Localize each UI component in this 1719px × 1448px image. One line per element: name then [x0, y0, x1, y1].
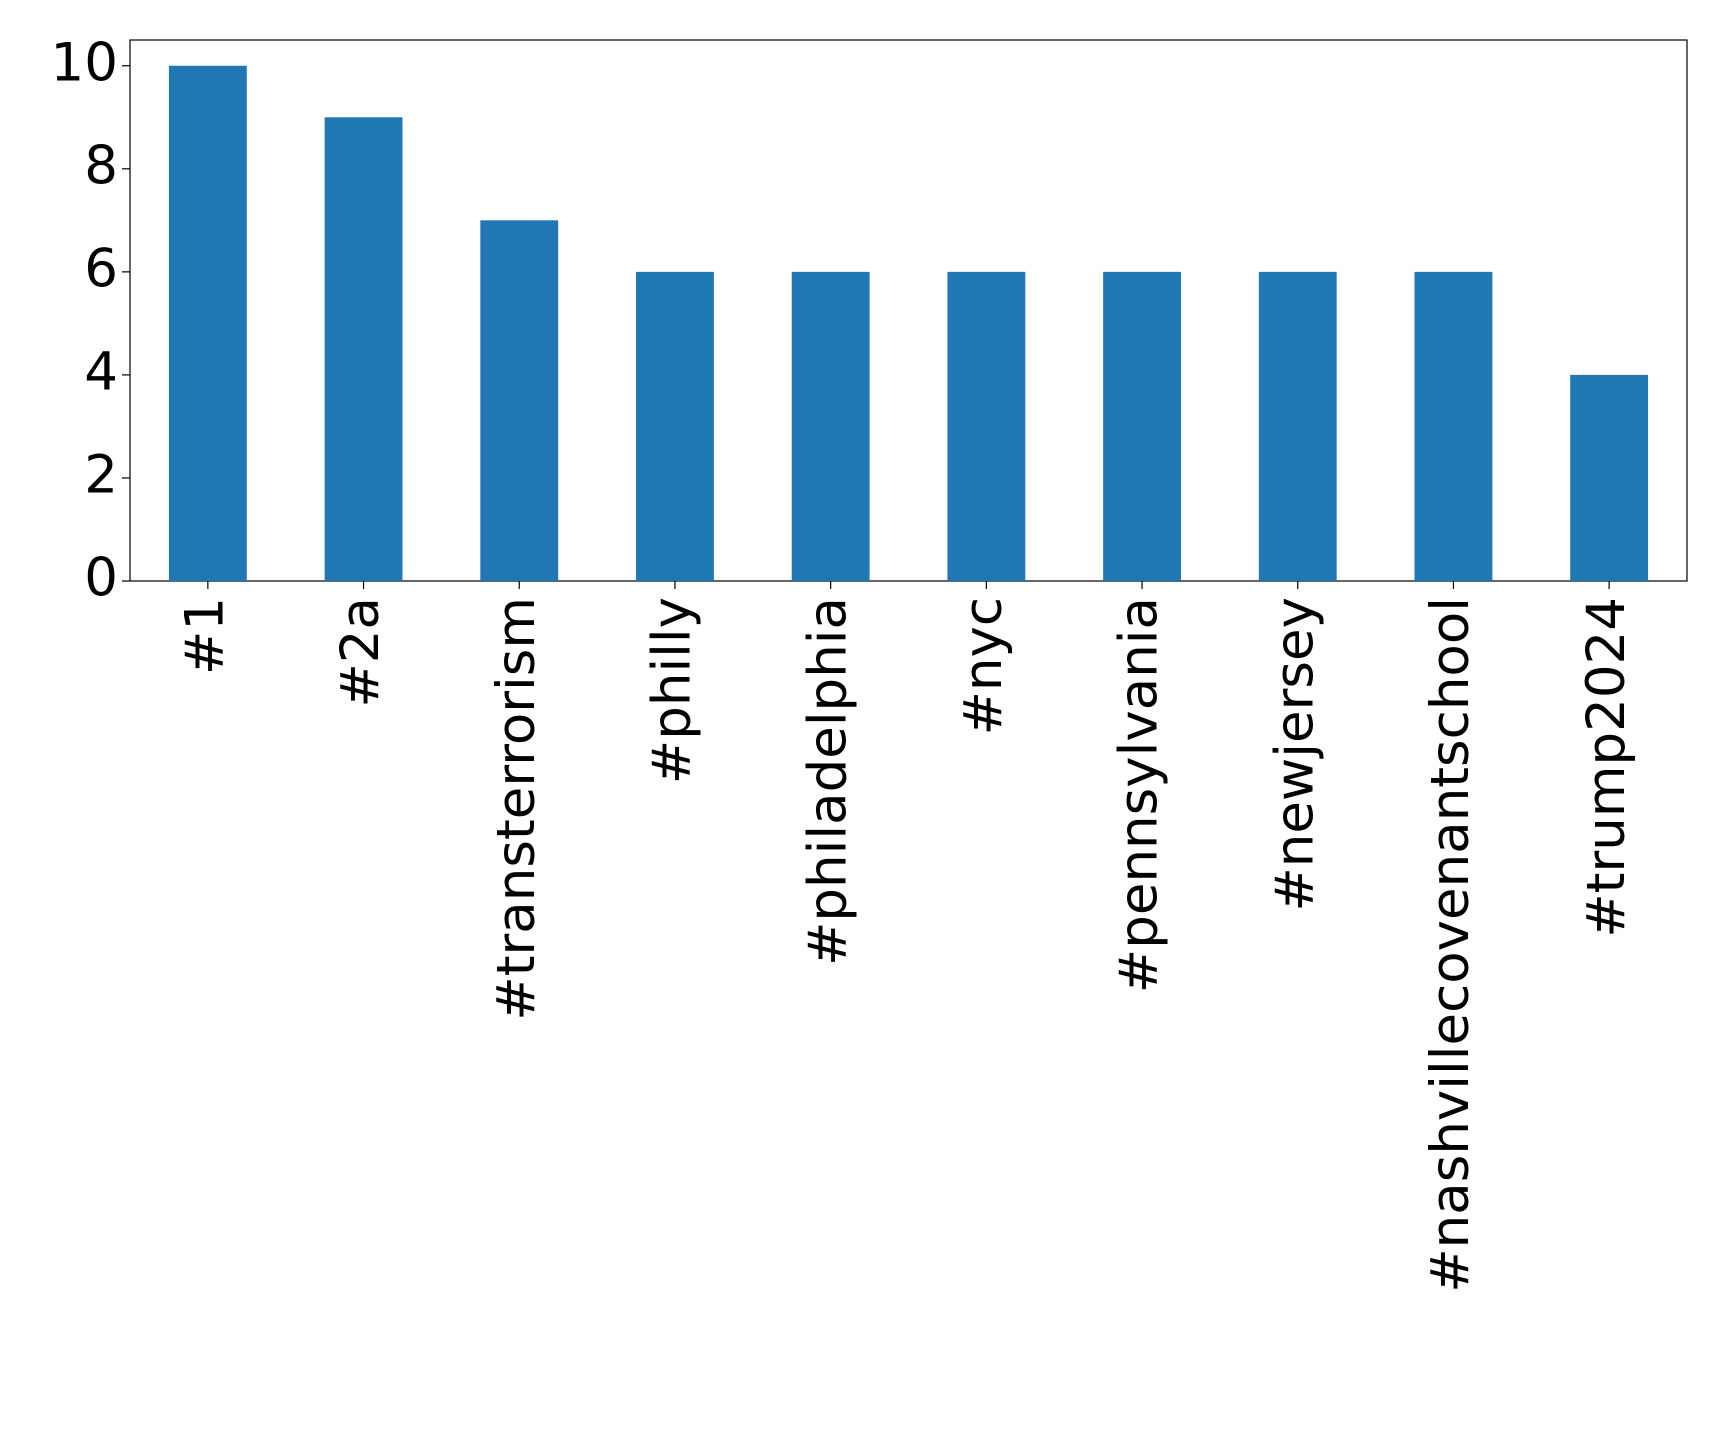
x-tick-label: #pennsylvania	[1109, 597, 1170, 993]
x-tick-label: #philadelphia	[797, 597, 858, 966]
x-tick-label: #transterrorism	[486, 597, 547, 1021]
bar	[1414, 271, 1493, 581]
x-tick-label: #1	[174, 597, 235, 675]
bar	[1103, 271, 1181, 581]
bar	[947, 271, 1026, 581]
x-tick-label: #nashvillecovenantschool	[1420, 597, 1481, 1293]
x-tick-label: #nyc	[953, 597, 1014, 736]
y-tick-label: 6	[84, 238, 118, 299]
y-tick-label: 2	[84, 445, 118, 506]
x-tick-label: #philly	[642, 597, 703, 784]
x-tick-label: #newjersey	[1264, 597, 1325, 912]
bar	[480, 220, 559, 582]
plot-frame	[129, 39, 1688, 582]
y-tick-label: 0	[84, 548, 118, 609]
y-tick-label: 10	[51, 32, 118, 93]
bar	[791, 271, 870, 581]
bar	[324, 117, 403, 582]
bar	[168, 65, 247, 581]
bar	[1258, 271, 1337, 581]
y-tick-label: 8	[84, 135, 118, 196]
y-tick-label: 4	[84, 342, 118, 403]
x-tick-label: #2a	[330, 597, 391, 708]
bar	[636, 271, 714, 581]
x-tick-label: #trump2024	[1576, 597, 1637, 938]
bar	[1570, 374, 1649, 581]
